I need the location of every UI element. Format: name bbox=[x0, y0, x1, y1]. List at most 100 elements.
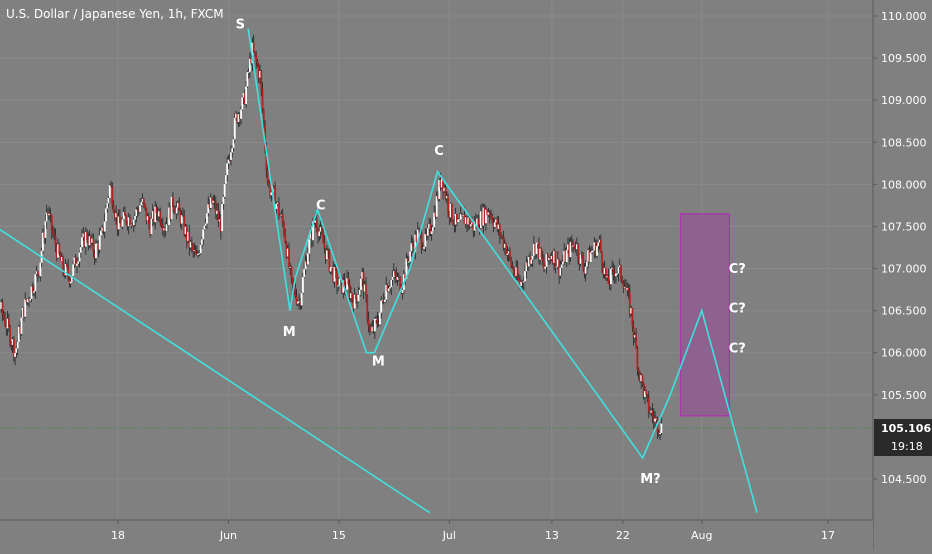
candle-body bbox=[2, 314, 5, 319]
candle-body bbox=[496, 219, 499, 229]
x-tick-label: 15 bbox=[332, 529, 346, 542]
candle-body bbox=[529, 256, 532, 264]
candle-body bbox=[577, 244, 579, 258]
y-tick-label: 107.500 bbox=[881, 220, 927, 233]
candle-body bbox=[106, 203, 109, 209]
candle-body bbox=[50, 215, 53, 231]
candle-body bbox=[281, 214, 284, 223]
candle-body bbox=[218, 219, 221, 222]
candle-body bbox=[406, 258, 409, 262]
candle-body bbox=[329, 267, 332, 272]
candle-body bbox=[151, 211, 154, 219]
candle-body bbox=[5, 325, 8, 329]
candle-body bbox=[471, 222, 473, 225]
candle-body bbox=[371, 326, 374, 332]
candle-body bbox=[298, 301, 301, 303]
candle-body bbox=[212, 200, 215, 203]
candle-body bbox=[127, 217, 130, 227]
candle-body bbox=[521, 281, 524, 283]
candle-body bbox=[89, 236, 92, 243]
candle-body bbox=[361, 272, 364, 279]
candles bbox=[0, 34, 663, 441]
candle-body bbox=[317, 229, 319, 237]
candle-body bbox=[256, 61, 259, 66]
candle-body bbox=[442, 179, 444, 192]
candle-body bbox=[482, 207, 485, 226]
candle-body bbox=[435, 196, 438, 217]
candle-body bbox=[240, 109, 242, 119]
candle-body bbox=[438, 180, 441, 199]
candle-body bbox=[641, 375, 644, 383]
candle-body bbox=[233, 118, 236, 140]
wave-label: S bbox=[236, 18, 245, 33]
candle-body bbox=[59, 254, 62, 261]
candle-body bbox=[516, 267, 519, 278]
candle-body bbox=[82, 233, 85, 238]
candle-body bbox=[598, 239, 601, 243]
candle-body bbox=[591, 251, 593, 253]
candle-body bbox=[487, 212, 490, 215]
candle-body bbox=[289, 266, 292, 268]
candle-body bbox=[84, 232, 87, 247]
candle-body bbox=[254, 51, 256, 55]
candle-body bbox=[174, 210, 177, 214]
candle-body bbox=[299, 301, 302, 306]
wave-path[interactable] bbox=[247, 28, 758, 513]
trendline[interactable] bbox=[0, 214, 431, 514]
candle-body bbox=[296, 301, 299, 304]
candle-body bbox=[649, 411, 651, 413]
candle-body bbox=[235, 113, 237, 119]
candle-body bbox=[55, 246, 58, 258]
candle-body bbox=[38, 274, 41, 277]
candle-body bbox=[626, 287, 629, 290]
candle-body bbox=[245, 86, 248, 105]
candle-body bbox=[601, 252, 603, 267]
candle-body bbox=[550, 255, 553, 260]
grid bbox=[0, 0, 873, 520]
candle-body bbox=[324, 248, 327, 260]
candle-body bbox=[135, 209, 138, 217]
candle-body bbox=[95, 243, 97, 259]
candle-body bbox=[448, 211, 451, 218]
candle-body bbox=[439, 180, 442, 188]
candle-body bbox=[294, 287, 297, 297]
candle-body bbox=[413, 246, 415, 252]
y-tick-label: 108.500 bbox=[881, 136, 927, 149]
candle-body bbox=[283, 222, 285, 234]
candle-body bbox=[382, 299, 385, 303]
candle-body bbox=[497, 224, 500, 229]
candle-body bbox=[578, 257, 581, 264]
candle-body bbox=[121, 219, 124, 227]
candle-body bbox=[173, 207, 176, 211]
candle-body bbox=[414, 234, 417, 252]
candle-body bbox=[558, 259, 561, 276]
candle-body bbox=[368, 326, 371, 329]
candle-body bbox=[214, 201, 217, 214]
candle-body bbox=[628, 292, 631, 314]
candle-body bbox=[332, 266, 335, 282]
candle-body bbox=[199, 244, 202, 254]
candle-body bbox=[381, 299, 384, 301]
candle-body bbox=[570, 241, 573, 247]
candle-body bbox=[223, 183, 226, 197]
y-tick-label: 109.500 bbox=[881, 52, 927, 65]
candle-body bbox=[588, 250, 591, 263]
candle-body bbox=[136, 209, 139, 211]
candle-body bbox=[45, 212, 48, 222]
candle-body bbox=[433, 212, 436, 228]
candle-body bbox=[93, 252, 96, 259]
candle-body bbox=[126, 222, 129, 227]
candle-body bbox=[586, 261, 588, 267]
candle-body bbox=[604, 267, 607, 278]
drawing-overlay[interactable]: S M C M C M? C? C? C? bbox=[0, 18, 758, 514]
candle-body bbox=[30, 286, 33, 299]
candle-body bbox=[492, 222, 495, 227]
candle-body bbox=[122, 212, 125, 220]
candle-body bbox=[527, 256, 530, 267]
candle-body bbox=[485, 209, 487, 224]
candle-body bbox=[304, 261, 307, 270]
candle-body bbox=[236, 113, 239, 122]
chart-title: U.S. Dollar / Japanese Yen, 1h, FXCM bbox=[6, 7, 224, 21]
